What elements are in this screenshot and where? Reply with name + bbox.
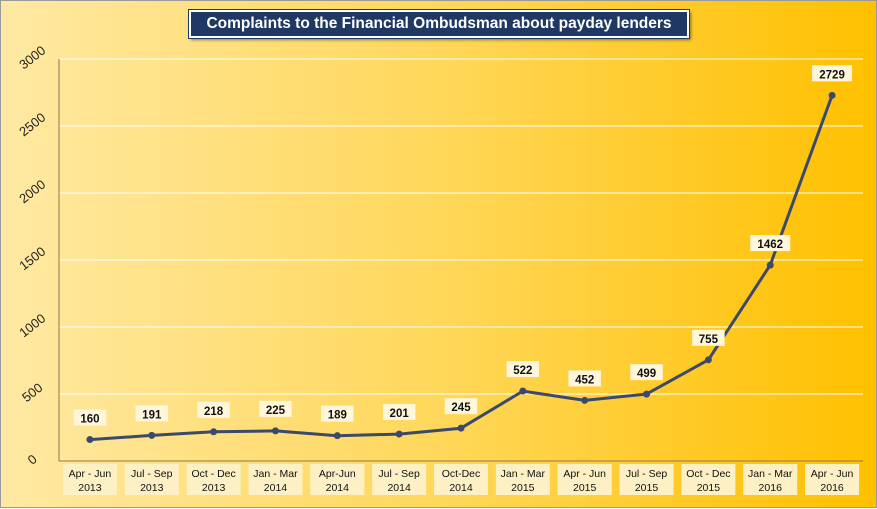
data-point xyxy=(643,390,651,398)
data-label: 218 xyxy=(197,401,230,418)
svg-text:2015: 2015 xyxy=(635,482,659,494)
svg-text:189: 189 xyxy=(328,410,347,422)
svg-text:2015: 2015 xyxy=(697,482,721,494)
x-tick-label: Jul - Sep 2015 xyxy=(619,464,674,495)
svg-text:Jul - Sep: Jul - Sep xyxy=(626,468,668,480)
data-label: 189 xyxy=(321,405,354,422)
data-point xyxy=(828,91,836,99)
x-tick-label: Jul - Sep 2014 xyxy=(372,464,427,495)
svg-text:Oct - Dec: Oct - Dec xyxy=(191,468,235,480)
x-tick-label: Apr - Jun 2016 xyxy=(805,464,860,495)
svg-text:452: 452 xyxy=(575,374,594,386)
svg-text:499: 499 xyxy=(637,368,656,380)
svg-text:2016: 2016 xyxy=(820,482,844,494)
svg-text:Oct - Dec: Oct - Dec xyxy=(686,468,730,480)
data-point xyxy=(581,396,589,404)
svg-text:Apr - Jun: Apr - Jun xyxy=(563,468,606,480)
data-point xyxy=(704,356,712,364)
svg-text:2013: 2013 xyxy=(78,482,102,494)
svg-text:Jul - Sep: Jul - Sep xyxy=(131,468,173,480)
data-label: 2729 xyxy=(812,65,853,82)
svg-text:1462: 1462 xyxy=(757,239,783,251)
data-points xyxy=(86,91,836,444)
series-line xyxy=(89,94,834,442)
svg-text:Jul - Sep: Jul - Sep xyxy=(378,468,420,480)
chart-title: Complaints to the Financial Ombudsman ab… xyxy=(188,9,690,39)
svg-text:2729: 2729 xyxy=(819,69,845,81)
data-label: 522 xyxy=(506,361,540,378)
data-label: 201 xyxy=(382,404,416,421)
svg-text:Jan - Mar: Jan - Mar xyxy=(253,468,298,480)
series-path xyxy=(89,94,834,442)
y-axis-ticks: 0 500 1000 1500 2000 2500 3000 xyxy=(16,43,48,468)
data-point xyxy=(86,436,94,444)
y-tick-label: 0 xyxy=(25,451,40,467)
data-label: 191 xyxy=(135,405,169,422)
gridlines xyxy=(59,58,863,395)
data-point xyxy=(766,261,774,269)
svg-text:Apr - Jun: Apr - Jun xyxy=(69,468,112,480)
data-point xyxy=(148,431,156,439)
x-tick-label: Jan - Mar 2015 xyxy=(495,464,550,495)
x-tick-label: Apr - Jun 2013 xyxy=(62,464,117,495)
x-tick-label: Apr-Jun 2014 xyxy=(310,464,365,495)
data-label: 245 xyxy=(444,398,478,415)
x-tick-label: Apr - Jun 2015 xyxy=(557,464,612,495)
y-tick-label: 1500 xyxy=(16,244,48,274)
svg-text:Jan - Mar: Jan - Mar xyxy=(501,468,546,480)
svg-text:225: 225 xyxy=(266,405,286,417)
data-point xyxy=(519,387,527,395)
data-point xyxy=(210,428,218,436)
svg-text:2014: 2014 xyxy=(387,482,411,494)
svg-text:2013: 2013 xyxy=(202,482,226,494)
data-point xyxy=(271,427,279,435)
svg-text:2013: 2013 xyxy=(140,482,164,494)
data-label: 755 xyxy=(692,329,725,346)
svg-text:522: 522 xyxy=(513,365,532,377)
svg-text:Apr-Jun: Apr-Jun xyxy=(319,468,356,480)
svg-text:201: 201 xyxy=(390,408,410,420)
svg-text:2015: 2015 xyxy=(573,482,597,494)
svg-text:2014: 2014 xyxy=(326,482,350,494)
data-label: 1462 xyxy=(750,235,791,252)
y-tick-label: 2000 xyxy=(16,177,48,207)
svg-text:2014: 2014 xyxy=(264,482,288,494)
x-tick-label: Jan - Mar 2014 xyxy=(248,464,303,495)
svg-text:Oct-Dec: Oct-Dec xyxy=(442,468,481,480)
data-point xyxy=(333,432,341,440)
data-point xyxy=(395,430,403,438)
svg-text:2016: 2016 xyxy=(759,482,783,494)
y-tick-label: 1000 xyxy=(16,311,48,341)
svg-text:218: 218 xyxy=(204,406,224,418)
x-tick-label: Jan - Mar 2016 xyxy=(743,464,798,495)
x-tick-label: Oct - Dec 2013 xyxy=(186,464,241,495)
svg-text:Jan - Mar: Jan - Mar xyxy=(748,468,793,480)
svg-text:2015: 2015 xyxy=(511,482,535,494)
svg-text:245: 245 xyxy=(451,402,471,414)
data-labels: 160 191 218 225 189 201 245 522 452 499 755 1462 272… xyxy=(73,65,853,426)
x-tick-label: Oct - Dec 2015 xyxy=(681,464,736,495)
data-label: 499 xyxy=(630,364,663,381)
svg-text:Apr - Jun: Apr - Jun xyxy=(811,468,854,480)
data-point xyxy=(457,424,465,432)
data-label: 452 xyxy=(568,370,601,387)
y-tick-label: 500 xyxy=(19,380,45,405)
y-tick-label: 3000 xyxy=(16,43,48,73)
x-tick-label: Jul - Sep 2013 xyxy=(124,464,179,495)
svg-text:2014: 2014 xyxy=(449,482,473,494)
y-tick-label: 2500 xyxy=(16,110,48,140)
axes xyxy=(58,59,863,462)
svg-text:755: 755 xyxy=(699,334,719,346)
data-label: 160 xyxy=(73,409,107,426)
data-label: 225 xyxy=(259,400,292,417)
x-tick-label: Oct-Dec 2014 xyxy=(434,464,488,495)
svg-text:160: 160 xyxy=(80,414,99,426)
svg-text:191: 191 xyxy=(142,409,162,421)
